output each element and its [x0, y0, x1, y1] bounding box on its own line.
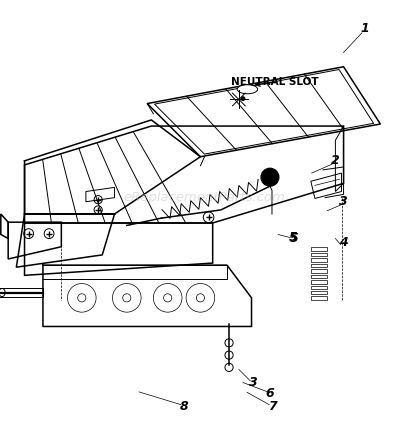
Ellipse shape [237, 85, 258, 94]
Text: 5: 5 [289, 231, 298, 244]
Bar [311, 269, 327, 273]
Bar [311, 253, 327, 256]
Bar [311, 297, 327, 300]
Text: 2: 2 [331, 155, 340, 167]
Text: 8: 8 [180, 400, 189, 413]
Text: 1: 1 [360, 22, 369, 35]
Bar [311, 264, 327, 267]
Bar [311, 280, 327, 283]
Text: 3: 3 [249, 376, 258, 389]
Bar [311, 247, 327, 251]
Text: 5: 5 [290, 232, 299, 245]
Text: 6: 6 [265, 386, 274, 400]
Bar [311, 275, 327, 278]
Circle shape [261, 168, 279, 186]
Text: eReplacementParts.com: eReplacementParts.com [124, 191, 285, 204]
Text: 3: 3 [339, 195, 348, 208]
Bar [311, 291, 327, 294]
Text: 7: 7 [268, 400, 277, 413]
Bar [311, 285, 327, 289]
Text: 4: 4 [339, 236, 348, 249]
Bar [311, 258, 327, 262]
Text: NEUTRAL SLOT: NEUTRAL SLOT [231, 77, 319, 87]
Circle shape [240, 96, 245, 101]
